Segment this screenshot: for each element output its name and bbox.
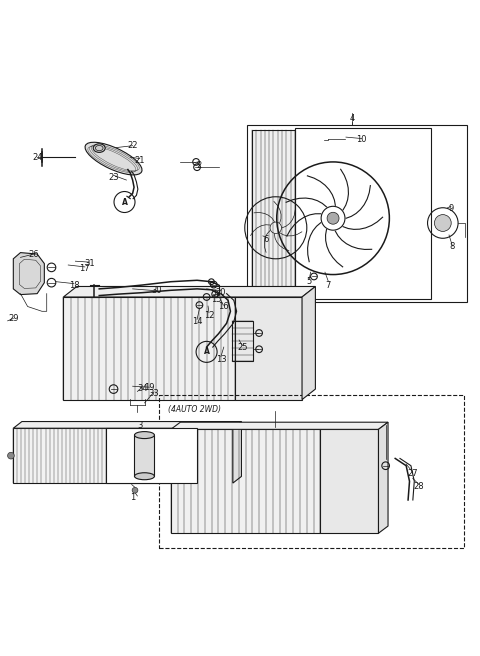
- Text: 26: 26: [28, 249, 39, 258]
- Text: 18: 18: [69, 281, 79, 289]
- Circle shape: [434, 215, 451, 232]
- Bar: [247, 125, 467, 302]
- Text: 19: 19: [144, 383, 155, 392]
- Text: 22: 22: [127, 141, 138, 150]
- Polygon shape: [233, 422, 241, 483]
- Bar: [134, 428, 233, 483]
- Bar: [63, 297, 235, 400]
- Bar: [134, 435, 155, 476]
- Polygon shape: [13, 422, 241, 428]
- Text: 28: 28: [414, 482, 424, 491]
- Text: 5: 5: [307, 277, 312, 286]
- Text: 17: 17: [80, 264, 90, 273]
- Text: 27: 27: [408, 469, 418, 478]
- Bar: [235, 297, 302, 400]
- Text: 24: 24: [32, 153, 42, 161]
- Text: 1: 1: [130, 493, 135, 502]
- Circle shape: [132, 487, 138, 493]
- Circle shape: [8, 453, 14, 459]
- Polygon shape: [171, 422, 388, 430]
- Text: 23: 23: [108, 173, 119, 182]
- Polygon shape: [13, 253, 44, 295]
- Ellipse shape: [85, 142, 142, 175]
- Text: 32: 32: [134, 457, 145, 466]
- Text: 29: 29: [8, 314, 19, 323]
- Polygon shape: [302, 287, 315, 400]
- Ellipse shape: [134, 432, 155, 439]
- Text: 20: 20: [216, 288, 226, 297]
- Ellipse shape: [134, 473, 155, 480]
- Bar: [159, 395, 464, 548]
- Text: 14: 14: [192, 318, 202, 326]
- Bar: [232, 321, 253, 361]
- Text: 34: 34: [137, 384, 147, 393]
- Ellipse shape: [93, 144, 105, 152]
- Text: 4: 4: [349, 113, 355, 123]
- Bar: [171, 430, 320, 533]
- Text: 2: 2: [197, 161, 202, 171]
- Text: 9: 9: [448, 204, 454, 213]
- Text: 21: 21: [134, 155, 145, 165]
- Text: 10: 10: [357, 135, 367, 144]
- Text: 15: 15: [211, 295, 221, 304]
- Text: 16: 16: [218, 302, 228, 311]
- Text: 33: 33: [149, 389, 159, 398]
- Text: 6: 6: [264, 236, 269, 244]
- Circle shape: [327, 213, 339, 224]
- Text: 12: 12: [204, 310, 214, 319]
- Text: 13: 13: [216, 354, 226, 363]
- Bar: [295, 127, 431, 299]
- Polygon shape: [63, 287, 315, 297]
- Bar: [107, 428, 197, 483]
- Text: A: A: [204, 348, 210, 356]
- Text: 25: 25: [237, 342, 248, 352]
- Text: 11: 11: [185, 464, 195, 473]
- Text: 7: 7: [325, 281, 331, 289]
- Text: A: A: [121, 197, 128, 207]
- Text: 3: 3: [137, 421, 143, 430]
- Text: 8: 8: [450, 242, 455, 251]
- Polygon shape: [379, 422, 388, 533]
- Text: 31: 31: [84, 259, 95, 268]
- Bar: [13, 428, 134, 483]
- Bar: [252, 130, 295, 297]
- Bar: [320, 430, 379, 533]
- Text: 30: 30: [151, 286, 162, 295]
- Text: (4AUTO 2WD): (4AUTO 2WD): [168, 405, 221, 415]
